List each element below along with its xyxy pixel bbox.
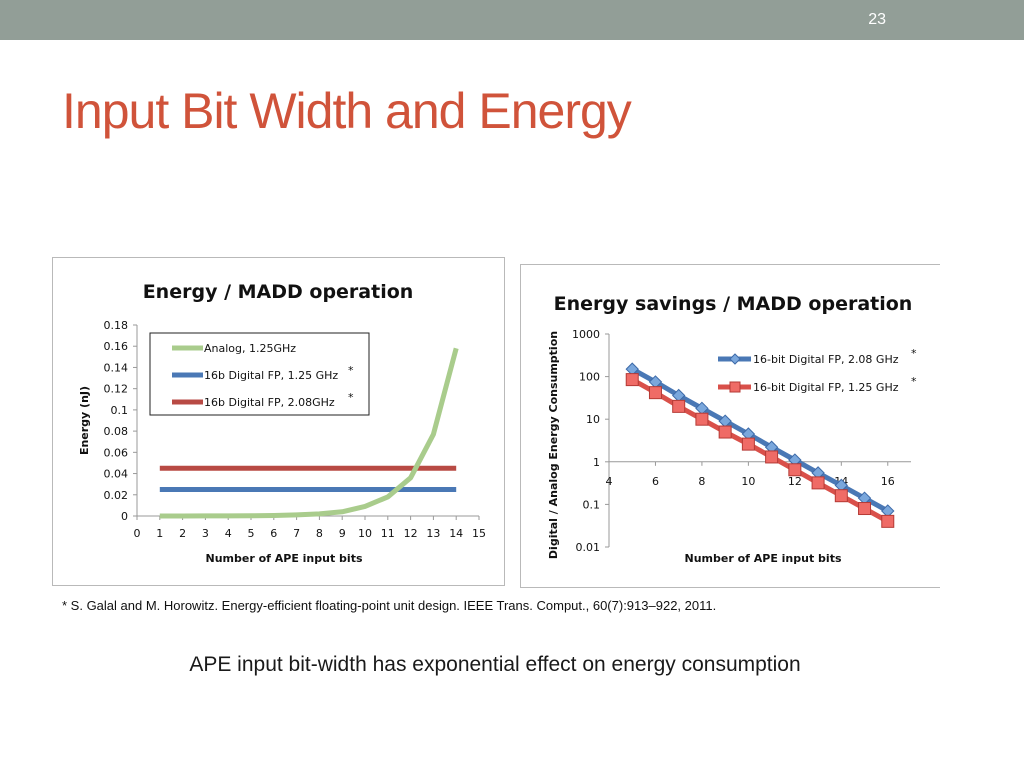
legend-label-1: 16b Digital FP, 1.25 GHz [204,369,338,382]
series-1-point [648,386,662,400]
top-bar: 23 [0,0,1024,40]
energy-per-madd-chart: Energy / MADD operation 0 0.02 0.04 0.06 0.08… [52,257,505,586]
legend-mark-1: * [348,364,354,377]
x-tick-label: 8 [698,475,705,488]
energy-savings-svg: Energy savings / MADD operation 0.01 0.1 1 1… [547,293,917,565]
y-tick-label: 100 [579,371,600,384]
slide-number: 23 [868,11,886,28]
x-tick-label: 0 [134,527,141,540]
series-1-point [881,514,895,528]
chart-title: Energy savings / MADD operation [554,293,913,315]
series-1-point [672,399,686,413]
x-tick-label: 16 [881,475,895,488]
y-tick-label: 0 [121,510,128,523]
y-tick-label: 0.1 [111,404,129,417]
legend-mark-0: * [911,347,917,360]
x-tick-label: 12 [788,475,802,488]
caption: APE input bit-width has exponential effe… [189,653,801,676]
slide-title: Input Bit Width and Energy [62,83,632,139]
y-tick-label: 10 [586,413,600,426]
y-tick-label: 0.04 [104,468,129,481]
series-1-point [695,412,709,426]
x-tick-label: 11 [381,527,395,540]
y-tick-label: 0.16 [104,340,129,353]
x-tick-label: 12 [404,527,418,540]
series-1-point [625,373,639,387]
x-tick-label: 6 [270,527,277,540]
x-tick-label: 6 [652,475,659,488]
y-tick-label: 0.12 [104,383,129,396]
y-tick-label: 1000 [572,328,600,341]
x-axis-label: Number of APE input bits [684,552,841,565]
energy-per-madd-svg: Energy / MADD operation 0 0.02 0.04 0.06 0.08… [78,281,486,565]
x-tick-label: 13 [426,527,440,540]
series-1-point [858,502,872,516]
y-axis-label: Energy (nJ) [78,386,91,455]
x-tick-label: 4 [225,527,232,540]
x-tick-label: 9 [339,527,346,540]
chart-title: Energy / MADD operation [143,281,414,303]
legend-marker-1 [729,381,741,393]
legend-mark-2: * [348,391,354,404]
energy-savings-chart: Energy savings / MADD operation 0.01 0.1 1 1… [520,264,940,588]
x-tick-label: 7 [293,527,300,540]
x-axis-label: Number of APE input bits [205,552,362,565]
series-1-point [788,463,802,477]
series-1-point [811,476,825,490]
legend-label-0: Analog, 1.25GHz [204,342,296,355]
x-tick-label: 8 [316,527,323,540]
x-tick-label: 2 [179,527,186,540]
legend-label-0: 16-bit Digital FP, 2.08 GHz [753,353,899,366]
legend-label-2: 16b Digital FP, 2.08GHz [204,396,335,409]
series-1-point [718,425,732,439]
x-tick-label: 10 [358,527,372,540]
series-1-point [834,489,848,503]
y-tick-label: 0.08 [104,425,129,438]
y-tick-label: 0.14 [104,361,129,374]
series-line-1 [630,377,890,524]
y-axis-label: Digital / Analog Energy Consumption [547,331,560,559]
footnote: * S. Galal and M. Horowitz. Energy-effic… [62,598,717,613]
series-line-0 [159,347,459,519]
legend-mark-1: * [911,375,917,388]
series-1-point [741,437,755,451]
y-tick-label: 0.18 [104,319,129,332]
x-tick-label: 1 [156,527,163,540]
y-tick-label: 0.02 [104,489,129,502]
y-tick-label: 0.1 [583,498,601,511]
x-tick-label: 5 [248,527,255,540]
x-tick-label: 3 [202,527,209,540]
y-tick-label: 0.06 [104,446,129,459]
series-1-point [765,450,779,464]
y-tick-label: 1 [593,456,600,469]
legend-label-1: 16-bit Digital FP, 1.25 GHz [753,381,899,394]
y-tick-label: 0.01 [576,541,601,554]
x-tick-label: 15 [472,527,486,540]
legend-marker-0 [729,353,741,365]
x-tick-label: 14 [449,527,463,540]
x-tick-label: 4 [606,475,613,488]
x-tick-label: 10 [741,475,755,488]
